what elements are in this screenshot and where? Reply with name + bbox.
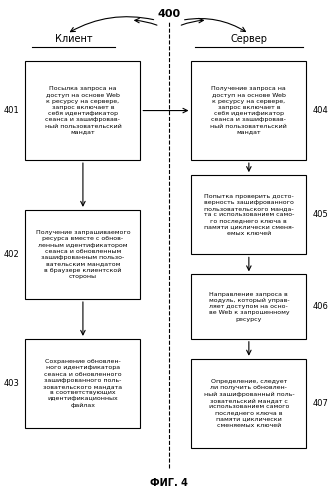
Text: Сохранение обновлен-
ного идентификатора
сеанса и обновленного
зашифрованного по: Сохранение обновлен- ного идентификатора…	[43, 359, 123, 408]
Text: 407: 407	[313, 399, 329, 408]
FancyBboxPatch shape	[26, 210, 141, 299]
Text: 404: 404	[313, 106, 328, 115]
Text: 403: 403	[3, 379, 19, 388]
Text: Посылка запроса на
доступ на основе Web
к ресурсу на сервере,
запрос включает в
: Посылка запроса на доступ на основе Web …	[45, 86, 121, 135]
Text: 405: 405	[313, 210, 328, 219]
Text: Клиент: Клиент	[55, 33, 92, 43]
Text: 401: 401	[3, 106, 19, 115]
Text: Направление запроса в
модуль, который управ-
ляет доступом на осно-
ве Web к зап: Направление запроса в модуль, который уп…	[208, 291, 289, 321]
Text: ФИГ. 4: ФИГ. 4	[150, 478, 188, 488]
Text: Получение запроса на
доступ на основе Web
к ресурсу на сервере,
запрос включает : Получение запроса на доступ на основе We…	[210, 86, 287, 135]
Text: Сервер: Сервер	[230, 33, 267, 43]
Text: Получение запрашиваемого
ресурса вместе с обнов-
ленным идентификатором
сеанса и: Получение запрашиваемого ресурса вместе …	[36, 230, 130, 279]
FancyBboxPatch shape	[26, 339, 141, 428]
FancyBboxPatch shape	[191, 175, 306, 254]
Text: 400: 400	[158, 9, 180, 19]
FancyBboxPatch shape	[26, 61, 141, 160]
Text: Определение, следует
ли получить обновлен-
ный зашифрованный поль-
зовательский : Определение, следует ли получить обновле…	[203, 379, 294, 428]
FancyBboxPatch shape	[191, 274, 306, 339]
Text: Попытка проверить досто-
верность зашифрованного
пользовательского манда-
та с и: Попытка проверить досто- верность зашифр…	[204, 194, 294, 236]
FancyBboxPatch shape	[191, 359, 306, 448]
Text: 406: 406	[313, 302, 329, 311]
Text: 402: 402	[3, 250, 19, 259]
FancyBboxPatch shape	[191, 61, 306, 160]
